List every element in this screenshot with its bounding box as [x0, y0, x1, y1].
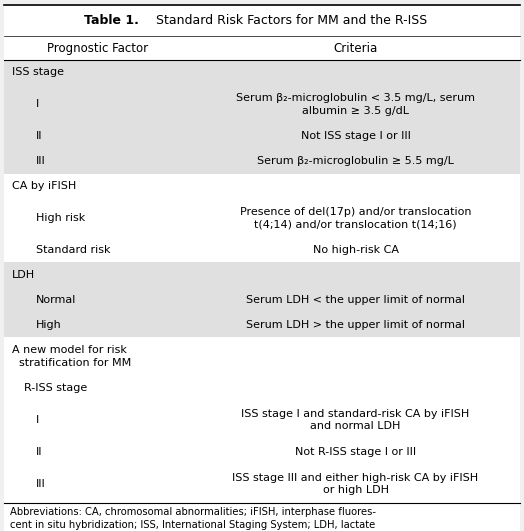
Text: Not R-ISS stage I or III: Not R-ISS stage I or III	[295, 447, 416, 457]
Text: Serum LDH < the upper limit of normal: Serum LDH < the upper limit of normal	[246, 295, 465, 305]
Bar	[4, 149, 520, 174]
Text: I: I	[36, 415, 39, 425]
Text: III: III	[36, 156, 46, 166]
Text: Serum β₂-microglobulin ≥ 5.5 mg/L: Serum β₂-microglobulin ≥ 5.5 mg/L	[257, 156, 454, 166]
Text: ISS stage III and either high-risk CA by iFISH
or high LDH: ISS stage III and either high-risk CA by…	[233, 473, 478, 495]
Text: Not ISS stage I or III: Not ISS stage I or III	[301, 131, 410, 141]
Bar	[4, 174, 520, 199]
Bar	[4, 376, 520, 401]
Bar	[4, 262, 520, 287]
Bar	[4, 287, 520, 312]
Bar	[4, 124, 520, 149]
Text: Presence of del(17p) and/or translocation
t(4;14) and/or translocation t(14;16): Presence of del(17p) and/or translocatio…	[240, 207, 471, 229]
Text: CA by iFISH: CA by iFISH	[12, 181, 77, 191]
Text: No high-risk CA: No high-risk CA	[312, 245, 399, 255]
Bar	[4, 199, 520, 237]
Bar	[4, 5, 520, 36]
Text: ISS stage: ISS stage	[12, 67, 64, 78]
Bar	[4, 401, 520, 440]
Bar	[4, 312, 520, 337]
Text: Criteria: Criteria	[333, 41, 378, 55]
Text: Serum LDH > the upper limit of normal: Serum LDH > the upper limit of normal	[246, 320, 465, 330]
Text: High risk: High risk	[36, 213, 85, 223]
Bar	[4, 440, 520, 465]
Bar	[4, 36, 520, 60]
Text: Abbreviations: CA, chromosomal abnormalities; iFISH, interphase fluores-
cent in: Abbreviations: CA, chromosomal abnormali…	[10, 507, 376, 531]
Bar	[4, 237, 520, 262]
Bar	[4, 60, 520, 85]
Bar	[4, 337, 520, 376]
Text: Table 1.: Table 1.	[84, 14, 139, 27]
Text: Standard Risk Factors for MM and the R-ISS: Standard Risk Factors for MM and the R-I…	[152, 14, 428, 27]
Bar	[4, 465, 520, 503]
Bar	[4, 85, 520, 124]
Text: I: I	[36, 99, 39, 109]
Text: High: High	[36, 320, 61, 330]
Bar	[4, 503, 520, 531]
Text: II: II	[36, 447, 42, 457]
Text: Normal: Normal	[36, 295, 76, 305]
Text: LDH: LDH	[12, 270, 35, 280]
Text: Standard risk: Standard risk	[36, 245, 110, 255]
Text: III: III	[36, 479, 46, 489]
Text: R-ISS stage: R-ISS stage	[24, 383, 87, 393]
Text: Prognostic Factor: Prognostic Factor	[47, 41, 148, 55]
Text: ISS stage I and standard-risk CA by iFISH
and normal LDH: ISS stage I and standard-risk CA by iFIS…	[242, 409, 470, 432]
Text: Serum β₂-microglobulin < 3.5 mg/L, serum
albumin ≥ 3.5 g/dL: Serum β₂-microglobulin < 3.5 mg/L, serum…	[236, 93, 475, 116]
Text: II: II	[36, 131, 42, 141]
Text: A new model for risk
  stratification for MM: A new model for risk stratification for …	[12, 345, 132, 368]
